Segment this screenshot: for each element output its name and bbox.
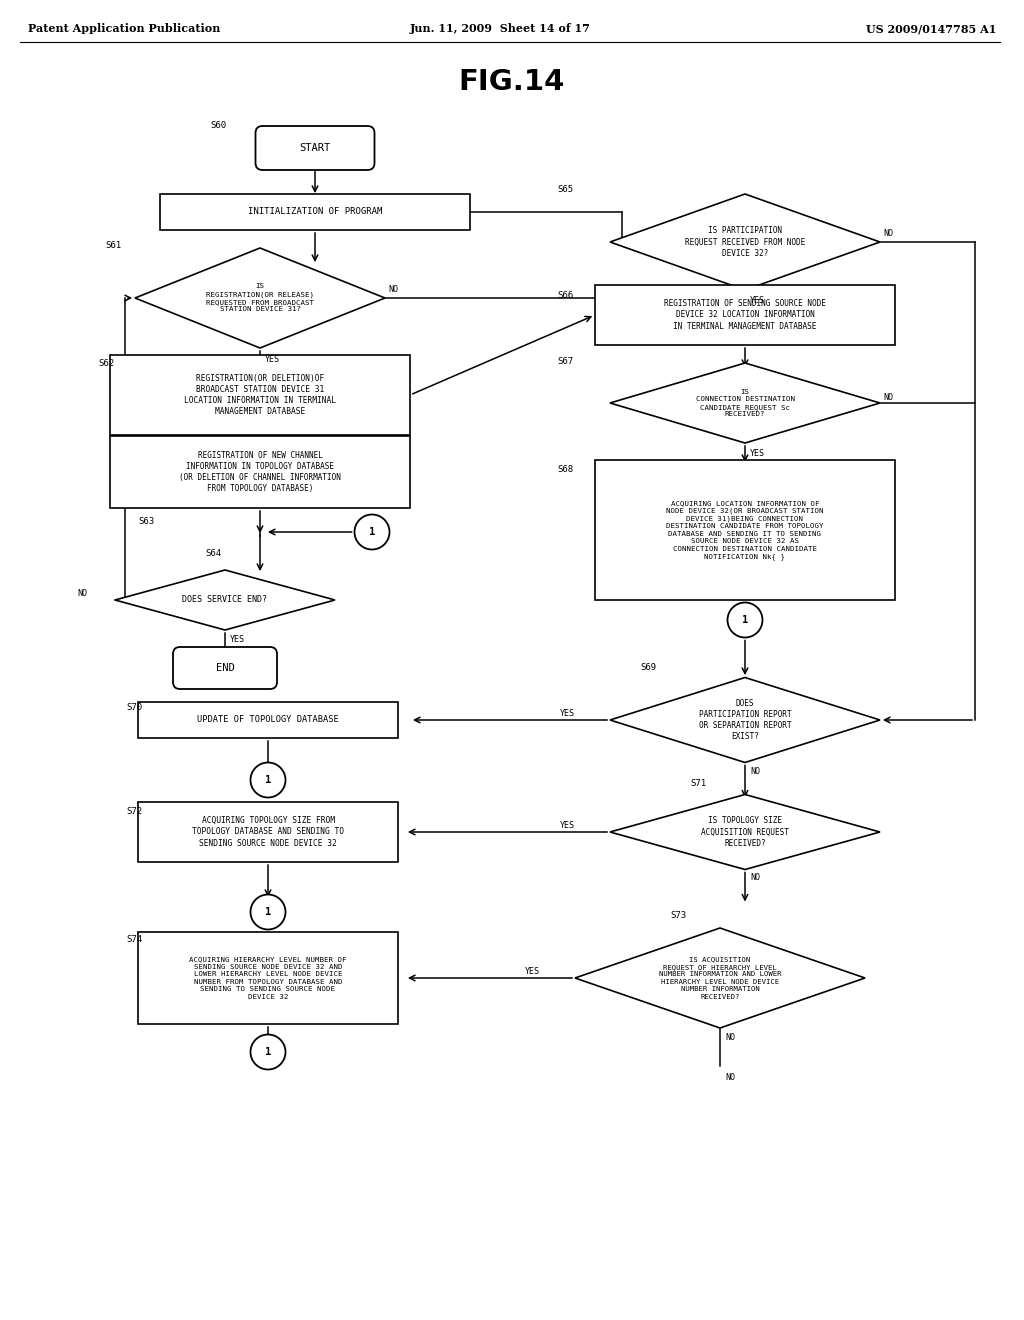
Text: S72: S72	[126, 808, 142, 817]
Text: S61: S61	[105, 242, 121, 251]
Text: NO: NO	[883, 230, 893, 239]
Text: YES: YES	[230, 635, 245, 644]
Polygon shape	[135, 248, 385, 348]
FancyBboxPatch shape	[138, 803, 398, 862]
Text: S62: S62	[98, 359, 114, 367]
Polygon shape	[575, 928, 865, 1028]
Text: ACQUIRING HIERARCHY LEVEL NUMBER OF
SENDING SOURCE NODE DEVICE 32 AND
LOWER HIER: ACQUIRING HIERARCHY LEVEL NUMBER OF SEND…	[189, 956, 347, 999]
Text: 1: 1	[265, 907, 271, 917]
FancyBboxPatch shape	[138, 702, 398, 738]
Text: US 2009/0147785 A1: US 2009/0147785 A1	[865, 22, 996, 34]
FancyBboxPatch shape	[256, 125, 375, 170]
Text: START: START	[299, 143, 331, 153]
Polygon shape	[115, 570, 335, 630]
Text: YES: YES	[265, 355, 280, 364]
FancyBboxPatch shape	[110, 436, 410, 508]
Text: YES: YES	[560, 821, 575, 830]
Text: IS
REGISTRATION(OR RELEASE)
REQUESTED FROM BROADCAST
STATION DEVICE 31?: IS REGISTRATION(OR RELEASE) REQUESTED FR…	[206, 284, 314, 313]
Text: IS TOPOLOGY SIZE
ACQUISITION REQUEST
RECEIVED?: IS TOPOLOGY SIZE ACQUISITION REQUEST REC…	[701, 816, 788, 847]
Text: S73: S73	[670, 912, 686, 920]
Text: S70: S70	[126, 704, 142, 713]
Text: 1: 1	[741, 615, 749, 624]
Text: DOES SERVICE END?: DOES SERVICE END?	[182, 595, 267, 605]
FancyBboxPatch shape	[595, 285, 895, 345]
Text: NO: NO	[725, 1034, 735, 1043]
Text: NO: NO	[388, 285, 398, 294]
Text: S74: S74	[126, 936, 142, 945]
Text: S63: S63	[138, 517, 155, 527]
Text: INITIALIZATION OF PROGRAM: INITIALIZATION OF PROGRAM	[248, 207, 382, 216]
FancyBboxPatch shape	[138, 932, 398, 1024]
Text: REGISTRATION OF NEW CHANNEL
INFORMATION IN TOPOLOGY DATABASE
(OR DELETION OF CHA: REGISTRATION OF NEW CHANNEL INFORMATION …	[179, 451, 341, 494]
Text: YES: YES	[750, 449, 765, 458]
Text: Patent Application Publication: Patent Application Publication	[28, 22, 220, 34]
Text: YES: YES	[750, 296, 765, 305]
Text: NO: NO	[883, 392, 893, 401]
Text: S65: S65	[557, 186, 573, 194]
Text: YES: YES	[525, 968, 540, 977]
Text: Jun. 11, 2009  Sheet 14 of 17: Jun. 11, 2009 Sheet 14 of 17	[410, 22, 591, 34]
Polygon shape	[610, 677, 880, 763]
Text: 1: 1	[265, 775, 271, 785]
Text: YES: YES	[560, 710, 575, 718]
Text: END: END	[216, 663, 234, 673]
Text: NO: NO	[77, 590, 87, 598]
Circle shape	[354, 515, 389, 549]
Text: NO: NO	[750, 874, 760, 883]
Text: 1: 1	[265, 1047, 271, 1057]
FancyBboxPatch shape	[160, 194, 470, 230]
Text: S67: S67	[557, 356, 573, 366]
Text: DOES
PARTICIPATION REPORT
OR SEPARATION REPORT
EXIST?: DOES PARTICIPATION REPORT OR SEPARATION …	[698, 698, 792, 741]
Polygon shape	[610, 795, 880, 870]
Text: IS PARTICIPATION
REQUEST RECEIVED FROM NODE
DEVICE 32?: IS PARTICIPATION REQUEST RECEIVED FROM N…	[685, 227, 805, 257]
Text: S60: S60	[210, 121, 226, 131]
Text: 1: 1	[369, 527, 375, 537]
Text: IS ACQUISITION
REQUEST OF HIERARCHY LEVEL
NUMBER INFORMATION AND LOWER
HIERARCHY: IS ACQUISITION REQUEST OF HIERARCHY LEVE…	[658, 956, 781, 999]
Circle shape	[251, 1035, 286, 1069]
Text: S66: S66	[557, 290, 573, 300]
FancyBboxPatch shape	[173, 647, 278, 689]
Text: S68: S68	[557, 466, 573, 474]
Circle shape	[251, 763, 286, 797]
Circle shape	[727, 602, 763, 638]
Text: IS
CONNECTION DESTINATION
CANDIDATE REQUEST Sc
RECEIVED?: IS CONNECTION DESTINATION CANDIDATE REQU…	[695, 389, 795, 417]
Polygon shape	[610, 363, 880, 444]
Text: FIG.14: FIG.14	[459, 69, 565, 96]
Text: NO: NO	[725, 1073, 735, 1082]
Circle shape	[251, 895, 286, 929]
Text: S71: S71	[690, 780, 707, 788]
Text: ACQUIRING LOCATION INFORMATION OF
NODE DEVICE 32(OR BROADCAST STATION
DEVICE 31): ACQUIRING LOCATION INFORMATION OF NODE D…	[667, 500, 823, 560]
Text: S69: S69	[640, 664, 656, 672]
Text: REGISTRATION OF SENDING SOURCE NODE
DEVICE 32 LOCATION INFORMATION
IN TERMINAL M: REGISTRATION OF SENDING SOURCE NODE DEVI…	[664, 300, 826, 330]
Text: ACQUIRING TOPOLOGY SIZE FROM
TOPOLOGY DATABASE AND SENDING TO
SENDING SOURCE NOD: ACQUIRING TOPOLOGY SIZE FROM TOPOLOGY DA…	[193, 816, 344, 847]
Text: S64: S64	[205, 549, 221, 558]
Text: NO: NO	[750, 767, 760, 776]
Text: REGISTRATION(OR DELETION)OF
BROADCAST STATION DEVICE 31
LOCATION INFORMATION IN : REGISTRATION(OR DELETION)OF BROADCAST ST…	[184, 374, 336, 416]
Polygon shape	[610, 194, 880, 290]
FancyBboxPatch shape	[110, 355, 410, 436]
FancyBboxPatch shape	[595, 459, 895, 601]
Text: UPDATE OF TOPOLOGY DATABASE: UPDATE OF TOPOLOGY DATABASE	[198, 715, 339, 725]
